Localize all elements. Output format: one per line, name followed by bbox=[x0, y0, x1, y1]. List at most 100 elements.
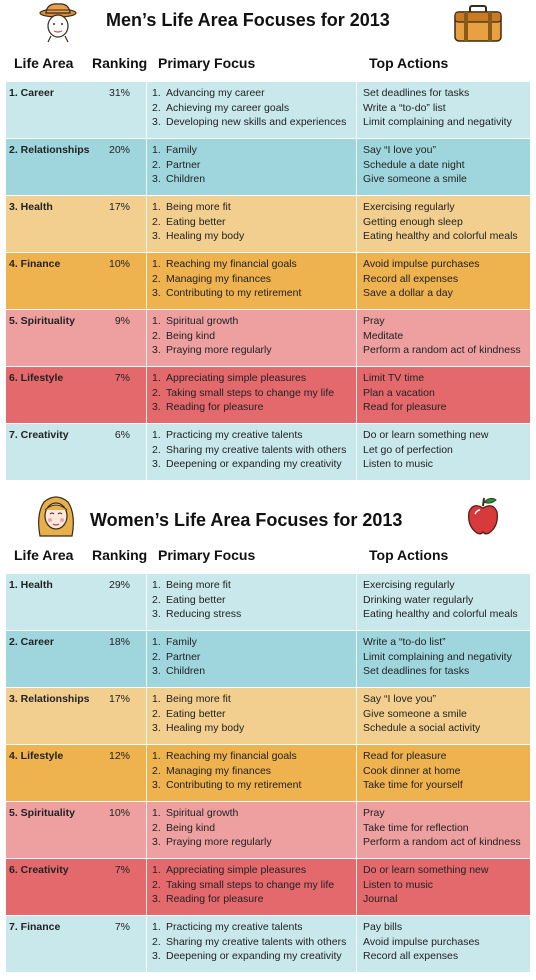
top-action-item: Do or learn something new bbox=[363, 864, 489, 876]
life-area-label: 7. Creativity bbox=[9, 429, 69, 441]
primary-focus-text: Eating better bbox=[166, 593, 226, 606]
primary-focus-item: 3. Contributing to my retirement bbox=[152, 286, 352, 301]
top-action-item: Take time for yourself bbox=[363, 779, 463, 791]
top-action-item: Exercising regularly bbox=[363, 579, 455, 591]
life-area-label: 7. Finance bbox=[9, 921, 61, 933]
top-action-item: Schedule a social activity bbox=[363, 722, 481, 734]
men-title: Men’s Life Area Focuses for 2013 bbox=[106, 10, 390, 30]
primary-focus-number: 2. bbox=[152, 386, 161, 399]
primary-focus-text: Family bbox=[166, 636, 197, 648]
column-divider bbox=[146, 802, 147, 858]
life-area-label: 5. Spirituality bbox=[9, 807, 75, 819]
primary-focus-item: 3. Children bbox=[152, 172, 352, 187]
life-area-label: 6. Creativity bbox=[9, 864, 69, 876]
primary-focus-number: 2. bbox=[152, 272, 161, 285]
primary-focus-item: 3. Healing my body bbox=[152, 229, 352, 244]
primary-focus-number: 2. bbox=[152, 821, 161, 834]
primary-focus-list: 1. Being more fit 2. Eating better 3. Reducin… bbox=[152, 578, 352, 622]
primary-focus-item: 1. Spiritual growth bbox=[152, 806, 352, 821]
top-action-item: Meditate bbox=[363, 329, 404, 342]
primary-focus-text: Partner bbox=[166, 158, 201, 171]
primary-focus-text: Children bbox=[166, 173, 206, 185]
primary-focus-number: 2. bbox=[152, 650, 161, 663]
primary-focus-item: 2. Eating better bbox=[152, 593, 352, 608]
women-header-top-actions: Top Actions bbox=[369, 547, 449, 563]
column-divider bbox=[146, 367, 147, 423]
primary-focus-item: 3. Deepening or expanding my creativity bbox=[152, 949, 352, 964]
primary-focus-item: 3. Praying more regularly bbox=[152, 835, 352, 850]
primary-focus-item: 1. Appreciating simple pleasures bbox=[152, 863, 352, 878]
top-action-item: Schedule a date night bbox=[363, 158, 465, 171]
top-action-item: Read for pleasure bbox=[363, 401, 447, 413]
primary-focus-item: 2. Managing my finances bbox=[152, 272, 352, 287]
top-action-item: Avoid impulse purchases bbox=[363, 258, 480, 270]
life-area-label: 1. Career bbox=[9, 87, 54, 99]
top-action-item: Perform a random act of kindness bbox=[363, 836, 521, 848]
primary-focus-item: 1. Being more fit bbox=[152, 200, 352, 215]
primary-focus-item: 2. Partner bbox=[152, 650, 352, 665]
primary-focus-text: Sharing my creative talents with others bbox=[166, 935, 347, 948]
top-actions-list: Pray Take time for reflection Perform a ra… bbox=[363, 806, 528, 850]
primary-focus-list: 1. Being more fit 2. Eating better 3. Healing… bbox=[152, 692, 352, 736]
top-action-item: Read for pleasure bbox=[363, 750, 447, 762]
men-table-row: 1. Career 31% 1. Advancing my career 2. Achie… bbox=[6, 82, 530, 139]
primary-focus-text: Being kind bbox=[166, 329, 216, 342]
women-table-row: 6. Creativity 7% 1. Appreciating simple ple… bbox=[6, 859, 530, 916]
top-action-item: Perform a random act of kindness bbox=[363, 344, 521, 356]
primary-focus-text: Being more fit bbox=[166, 201, 231, 213]
primary-focus-number: 1. bbox=[152, 87, 161, 99]
men-section: Men’s Life Area Focuses for 2013 Life Ar… bbox=[6, 3, 530, 481]
life-area-label: 5. Spirituality bbox=[9, 315, 75, 327]
primary-focus-list: 1. Reaching my financial goals 2. Managing … bbox=[152, 257, 352, 301]
top-action-item: Record all expenses bbox=[363, 950, 459, 962]
primary-focus-list: 1. Family 2. Partner 3. Children bbox=[152, 143, 352, 187]
top-action-item: Cook dinner at home bbox=[363, 764, 461, 777]
life-area-label: 4. Finance bbox=[9, 258, 61, 270]
primary-focus-number: 2. bbox=[152, 764, 161, 777]
primary-focus-number: 2. bbox=[152, 878, 161, 891]
apple-icon bbox=[468, 497, 498, 535]
primary-focus-item: 2. Eating better bbox=[152, 707, 352, 722]
ranking-value: 17% bbox=[108, 693, 130, 705]
primary-focus-item: 2. Taking small steps to change my life bbox=[152, 386, 352, 401]
column-divider bbox=[146, 574, 147, 630]
top-action-item: Getting enough sleep bbox=[363, 215, 463, 228]
ranking-value: 29% bbox=[108, 579, 130, 591]
women-table-row: 2. Career 18% 1. Family 2. Partner 3. Children W… bbox=[6, 631, 530, 688]
primary-focus-text: Developing new skills and experiences bbox=[166, 116, 347, 128]
column-divider bbox=[146, 688, 147, 744]
primary-focus-item: 2. Partner bbox=[152, 158, 352, 173]
primary-focus-number: 3. bbox=[152, 458, 161, 470]
primary-focus-number: 3. bbox=[152, 950, 161, 962]
primary-focus-item: 3. Healing my body bbox=[152, 721, 352, 736]
primary-focus-list: 1. Spiritual growth 2. Being kind 3. Praying … bbox=[152, 314, 352, 358]
primary-focus-number: 1. bbox=[152, 315, 161, 327]
primary-focus-text: Reducing stress bbox=[166, 608, 242, 620]
women-header-life-area: Life Area bbox=[14, 547, 74, 563]
primary-focus-item: 1. Being more fit bbox=[152, 578, 352, 593]
primary-focus-number: 1. bbox=[152, 429, 161, 441]
primary-focus-item: 2. Being kind bbox=[152, 821, 352, 836]
primary-focus-item: 2. Managing my finances bbox=[152, 764, 352, 779]
top-action-item: Eating healthy and colorful meals bbox=[363, 230, 518, 242]
primary-focus-number: 2. bbox=[152, 593, 161, 606]
top-action-item: Say “I love you” bbox=[363, 144, 436, 156]
primary-focus-number: 1. bbox=[152, 258, 161, 270]
column-divider bbox=[356, 574, 357, 630]
primary-focus-number: 3. bbox=[152, 173, 161, 185]
primary-focus-list: 1. Practicing my creative talents 2. Sharin… bbox=[152, 428, 352, 472]
top-action-item: Give someone a smile bbox=[363, 707, 467, 720]
men-table-row: 5. Spirituality 9% 1. Spiritual growth 2. Bei… bbox=[6, 310, 530, 367]
primary-focus-list: 1. Advancing my career 2. Achieving my care… bbox=[152, 86, 352, 130]
primary-focus-number: 1. bbox=[152, 693, 161, 705]
top-action-item: Let go of perfection bbox=[363, 443, 453, 456]
column-divider bbox=[356, 139, 357, 195]
top-actions-list: Limit TV time Plan a vacation Read for ple… bbox=[363, 371, 528, 415]
ranking-value: 9% bbox=[114, 315, 130, 327]
primary-focus-text: Appreciating simple pleasures bbox=[166, 372, 307, 384]
top-action-item: Take time for reflection bbox=[363, 821, 469, 834]
column-divider bbox=[356, 802, 357, 858]
top-actions-list: Do or learn something new Let go of perfe… bbox=[363, 428, 528, 472]
ranking-value: 20% bbox=[108, 144, 130, 156]
primary-focus-item: 3. Praying more regularly bbox=[152, 343, 352, 358]
